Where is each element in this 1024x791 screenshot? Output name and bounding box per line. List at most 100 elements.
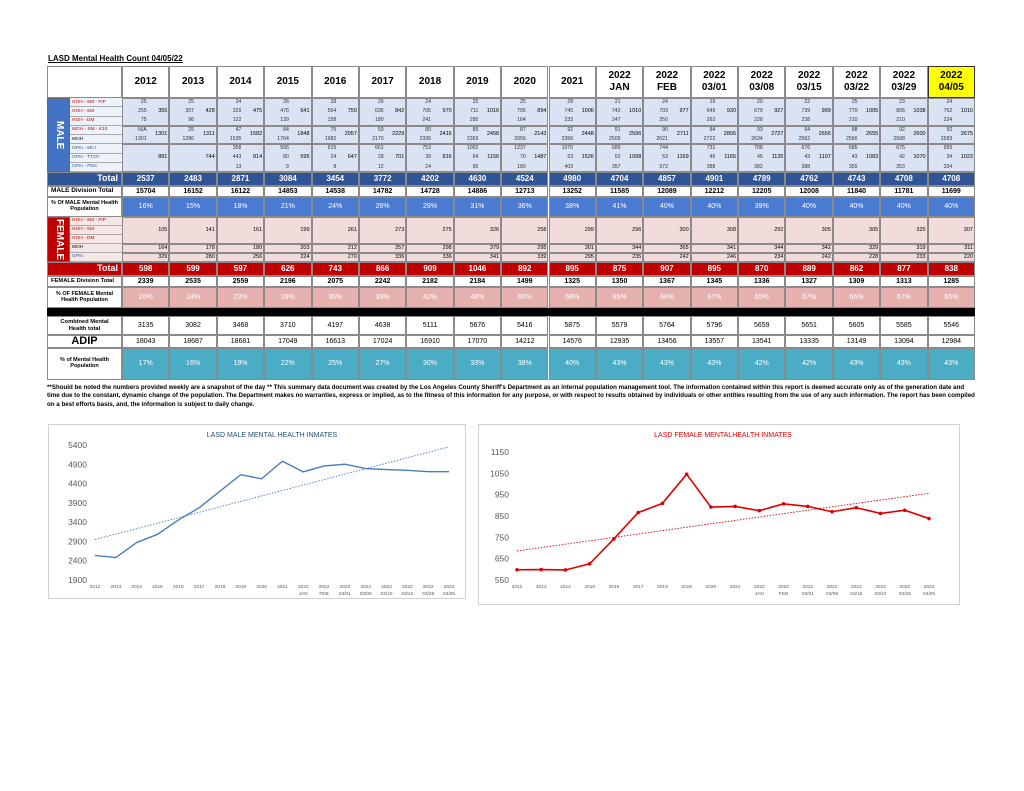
sub-value: 1301 — [135, 135, 147, 142]
x-tick-label: 2019 — [681, 584, 692, 590]
x-tick-label: 2017 — [633, 584, 644, 590]
cell: 33% — [453, 348, 502, 380]
row-label: HOH - DM — [70, 116, 122, 126]
row-label: HOH - DM — [70, 235, 122, 244]
sub-value: 685 — [848, 145, 858, 152]
group-total: 894 — [537, 107, 547, 114]
data-point — [612, 537, 616, 541]
group-total: 295 — [537, 244, 547, 251]
sub-value: 43 — [851, 154, 858, 161]
cell: 16152 — [169, 186, 217, 197]
cell: 24% — [169, 287, 217, 308]
group-total: 2596 — [629, 131, 642, 138]
cell: 43% — [643, 348, 691, 380]
group-total: 342 — [821, 244, 831, 251]
cell: 5111 — [406, 316, 454, 335]
sub-value: 22 — [804, 98, 811, 105]
group-total: 164 — [158, 244, 168, 251]
x-tick-label: 2022 — [319, 584, 330, 590]
cell: 838 — [927, 262, 975, 276]
group-total: 1070 — [913, 154, 926, 161]
group-cell — [738, 244, 786, 253]
group-total: 1016 — [486, 107, 500, 114]
group-cell — [169, 253, 217, 262]
sub-value: 649 — [706, 108, 716, 115]
cell: 16122 — [216, 186, 265, 197]
group-total: 2448 — [581, 131, 594, 138]
column-header-line: 2022 — [703, 69, 726, 81]
cell: 3772 — [358, 172, 407, 186]
group-cell — [122, 244, 170, 253]
data-point — [539, 567, 544, 572]
group-cell — [643, 98, 691, 126]
y-tick-label: 1050 — [490, 468, 509, 478]
sub-value: 23 — [899, 98, 905, 105]
x-tick-label: 2022 — [899, 584, 910, 590]
sub-value: 91 — [614, 126, 621, 133]
group-cell — [501, 125, 549, 145]
sub-value: 805 — [896, 108, 905, 115]
cell: 866 — [358, 262, 407, 276]
x-tick-label: 2012 — [512, 584, 523, 590]
x-tick-label: 03/15 — [850, 591, 862, 597]
x-tick-label: 2016 — [173, 584, 184, 590]
cell: 40% — [832, 197, 881, 217]
group-cell — [216, 244, 265, 253]
sub-value: 43 — [804, 154, 811, 161]
group-total: 319 — [916, 244, 926, 251]
sub-value: 80 — [283, 154, 289, 161]
row-label: Total — [47, 262, 122, 276]
group-total: 475 — [252, 107, 263, 114]
sub-value: 2566 — [845, 135, 858, 142]
sub-value: 307 — [185, 108, 195, 115]
row-label: ADIP — [47, 335, 122, 348]
cell: 3084 — [264, 172, 312, 186]
group-cell — [738, 125, 786, 145]
group-total: 641 — [300, 107, 310, 114]
sub-value: 711 — [470, 108, 479, 115]
column-header-line: FEB — [656, 82, 677, 93]
group-total: 292 — [774, 226, 784, 233]
cell: 875 — [595, 262, 644, 276]
sub-value: 158 — [327, 117, 337, 124]
cell: 1046 — [453, 262, 502, 276]
sub-value: 2056 — [514, 135, 526, 142]
y-tick-label: 4900 — [68, 459, 87, 469]
cell: 17024 — [358, 335, 407, 348]
sub-value: 355 — [848, 163, 858, 170]
group-total: 233 — [916, 253, 926, 260]
y-tick-label: 2400 — [68, 556, 87, 566]
cell: 1367 — [643, 276, 691, 287]
group-total: 235 — [632, 253, 642, 260]
cell: 17070 — [453, 335, 502, 348]
cell: 4980 — [548, 172, 596, 186]
group-cell — [643, 217, 691, 244]
group-total: 355 — [158, 107, 168, 114]
y-tick-label: 650 — [495, 554, 509, 564]
group-total: 977 — [679, 107, 689, 114]
group-total: 2656 — [818, 131, 831, 138]
cell: 42% — [738, 348, 786, 380]
cell: 1345 — [690, 276, 739, 287]
disclaimer-note: **Should be noted the numbers provided w… — [47, 384, 975, 408]
group-cell — [738, 144, 786, 172]
group-total: 1010 — [629, 107, 642, 114]
group-total: 999 — [821, 107, 831, 114]
group-cell — [880, 217, 928, 244]
group-total: 842 — [395, 107, 405, 114]
sub-value: 88 — [851, 126, 858, 133]
data-point — [878, 511, 883, 516]
group-cell — [358, 244, 407, 253]
sub-value: 28 — [377, 154, 384, 161]
sub-value: 675 — [896, 145, 905, 152]
group-cell — [358, 125, 407, 145]
group-total: 295 — [584, 253, 594, 260]
group-total: 180 — [252, 244, 263, 251]
sub-value: 2369 — [466, 135, 479, 142]
column-header-line: 03/15 — [796, 82, 822, 93]
group-total: 379 — [489, 244, 500, 251]
group-total: 1010 — [960, 107, 973, 114]
group-total: 1582 — [249, 131, 263, 138]
group-cell — [880, 144, 928, 172]
group-cell — [643, 144, 691, 172]
